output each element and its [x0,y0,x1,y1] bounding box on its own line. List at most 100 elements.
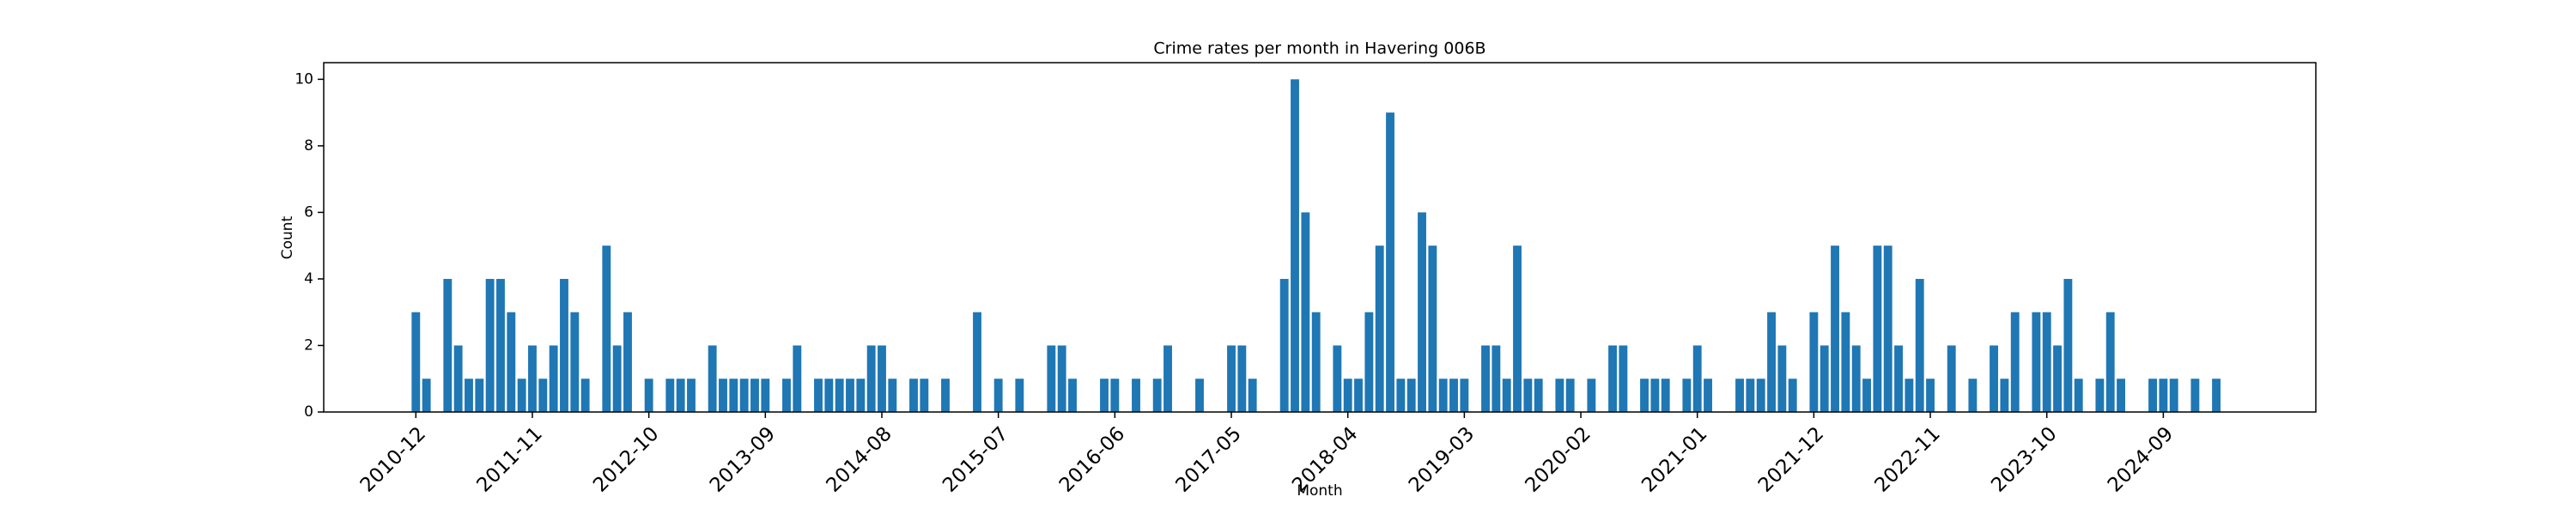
bar [1820,345,1829,412]
bar [475,379,484,412]
y-tick-label: 4 [304,270,313,288]
bar [1375,245,1384,412]
bar [1513,245,1522,412]
bar [888,379,897,412]
y-axis-label: Count [279,215,296,259]
bar [1905,379,1914,412]
bar [1152,379,1162,412]
bar [1692,345,1702,412]
bar [814,379,823,412]
bar [2169,379,2178,412]
bar [1968,379,1978,412]
bar [920,379,929,412]
bar [1428,245,1437,412]
x-tick-label: 2011-11 [472,422,546,496]
bar [941,379,950,412]
bar [1110,379,1120,412]
x-axis-label: Month [1297,482,1342,500]
bar [1523,379,1533,412]
bar [1195,379,1204,412]
bar [1640,379,1649,412]
bar [517,379,526,412]
x-tick-label: 2023-10 [1987,422,2061,496]
x-tick-label: 2020-02 [1522,422,1595,496]
x-tick-label: 2013-09 [706,422,780,496]
bar [570,312,580,412]
bar [1555,379,1564,412]
bar [485,278,495,412]
bar [2042,312,2051,412]
bar [1873,245,1882,412]
bar [1301,212,1310,412]
bar [761,379,770,412]
x-tick-label: 2024-09 [2104,422,2178,496]
bar [739,379,749,412]
bar [1788,379,1797,412]
bar [2117,379,2125,412]
bar [846,379,854,412]
bar [1619,345,1628,412]
y-tick-label: 0 [304,403,313,421]
bar [1237,345,1247,412]
bar [1227,345,1236,412]
bar [1809,312,1819,412]
bar [1777,345,1787,412]
bar [1057,345,1066,412]
bar [1100,379,1109,412]
bar [507,312,516,412]
bar [1587,379,1596,412]
bar [2000,379,2009,412]
bar [612,345,622,412]
bar [687,379,696,412]
bar [1311,312,1321,412]
bar [1364,312,1374,412]
bar [1460,379,1469,412]
bar [2159,379,2168,412]
bar [1862,379,1871,412]
bar [602,245,611,412]
bar [866,345,876,412]
bar [1534,379,1543,412]
bar [2148,379,2157,412]
bar [1449,379,1458,412]
bar [1481,345,1490,412]
bar [1502,379,1511,412]
x-tick-label: 2022-11 [1871,422,1945,496]
y-tick-label: 2 [304,336,313,354]
bar [1831,245,1839,412]
x-tick-label: 2015-07 [939,422,1012,496]
bar [1608,345,1617,412]
y-tick-label: 8 [304,137,313,154]
bar [1015,379,1024,412]
bar [2074,379,2083,412]
bar [2105,312,2115,412]
bar [560,278,568,412]
bar [1661,379,1670,412]
bar [1248,379,1257,412]
bar [1851,345,1861,412]
bar [580,379,590,412]
bar [1406,379,1416,412]
bar [708,345,717,412]
bar [1396,379,1406,412]
bar [1333,345,1342,412]
bar [1883,245,1893,412]
chart-title: Crime rates per month in Havering 006B [1153,39,1485,58]
bar [856,379,866,412]
bar [2190,379,2200,412]
x-tick-label: 2017-05 [1172,422,1246,496]
bar [835,379,844,412]
bar [1418,212,1426,412]
bar [2010,312,2020,412]
bar [453,345,463,412]
bar [1682,379,1692,412]
bar [496,278,505,412]
bar [676,379,685,412]
bar [1565,379,1575,412]
bar [549,345,558,412]
bar [1841,312,1850,412]
y-tick-label: 10 [295,70,313,88]
bar [1291,79,1299,412]
bar [973,312,981,412]
bar [993,379,1003,412]
